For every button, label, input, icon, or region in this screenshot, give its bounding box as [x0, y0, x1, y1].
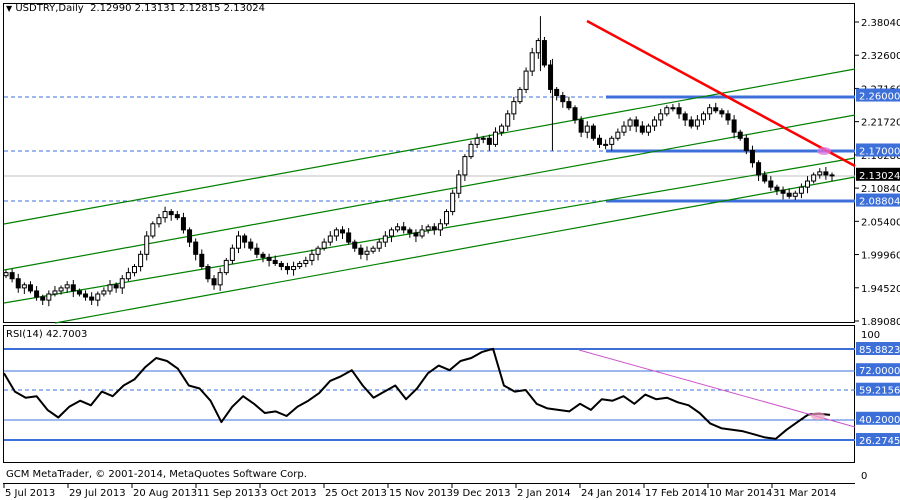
copyright-text: GCM MetaTrader, © 2001-2014, MetaQuotes …	[6, 469, 307, 480]
candlesticks	[3, 16, 835, 307]
time-tick-label: 2 Jan 2014	[517, 488, 571, 499]
time-tick-label: 17 Feb 2014	[645, 488, 707, 499]
time-tick-label: 29 Jul 2013	[69, 488, 126, 499]
horizontal-levels[interactable]	[4, 95, 855, 203]
resistance-trendline[interactable]	[586, 19, 856, 168]
time-tick-label: 3 Oct 2013	[261, 488, 316, 499]
breakout-marker	[817, 147, 831, 155]
rsi-levels[interactable]	[4, 348, 855, 441]
rsi-panel-frame	[3, 325, 855, 463]
rsi-tag-label: 40.20000	[859, 415, 900, 426]
price-tick-label: 2.32600	[861, 51, 900, 62]
price-tag-label: 2.13024	[859, 171, 900, 182]
time-tick-label: 24 Jan 2014	[581, 488, 641, 499]
rsi-tag-label: 72.00000	[859, 366, 900, 377]
time-axis: 5 Jul 2013 29 Jul 2013 20 Aug 2013 11 Sep 2…	[3, 483, 836, 499]
svg-text:0: 0	[861, 471, 867, 482]
triangle-down-icon[interactable]: ▼	[6, 4, 13, 13]
rsi-line	[3, 347, 831, 440]
svg-text:100: 100	[861, 330, 880, 341]
price-tag-label: 2.17000	[859, 146, 900, 157]
price-tick-label: 1.89080	[861, 317, 900, 328]
rsi-tag-label: 85.88235	[859, 345, 900, 356]
price-tick-label: 1.99960	[861, 251, 900, 262]
symbol-label: USDTRY,Daily	[15, 3, 84, 14]
ascending-channel[interactable]	[3, 68, 856, 324]
rsi-tags: 100 0 85.88235 72.00000 59.21569 40.20000 26.2…	[856, 330, 900, 482]
price-panel-frame	[3, 3, 855, 323]
rsi-trendline[interactable]	[578, 349, 856, 428]
price-tag-label: 2.26000	[859, 92, 900, 103]
rsi-tag-label: 59.21569	[859, 386, 900, 397]
price-tags: 2.26000 2.17000 2.13024 2.08804	[856, 88, 900, 208]
price-tick-label: 2.21720	[861, 118, 900, 129]
time-tick-label: 15 Nov 2013	[389, 488, 453, 499]
price-tick-label: 2.38040	[861, 18, 900, 29]
price-tag-label: 2.08804	[859, 197, 900, 208]
time-tick-label: 20 Aug 2013	[133, 488, 197, 499]
rsi-header: RSI(14) 42.7003	[6, 329, 88, 340]
price-tick-label: 1.94520	[861, 284, 900, 295]
price-tick-label: 2.05400	[861, 217, 900, 228]
price-tick-label: 2.10840	[861, 184, 900, 195]
time-tick-label: 9 Dec 2013	[453, 488, 511, 499]
rsi-breakout-marker	[811, 412, 825, 420]
time-tick-label: 5 Jul 2013	[5, 488, 55, 499]
rsi-tag-label: 26.27451	[859, 436, 900, 447]
ohlc-values: 2.12990 2.13131 2.12815 2.13024	[90, 3, 266, 14]
time-tick-label: 11 Sep 2013	[197, 488, 260, 499]
chart-header: ▼ USDTRY,Daily 2.12990 2.13131 2.12815 2…	[6, 3, 265, 15]
time-tick-label: 31 Mar 2014	[773, 488, 836, 499]
time-tick-label: 25 Oct 2013	[325, 488, 387, 499]
time-tick-label: 10 Mar 2014	[709, 488, 772, 499]
